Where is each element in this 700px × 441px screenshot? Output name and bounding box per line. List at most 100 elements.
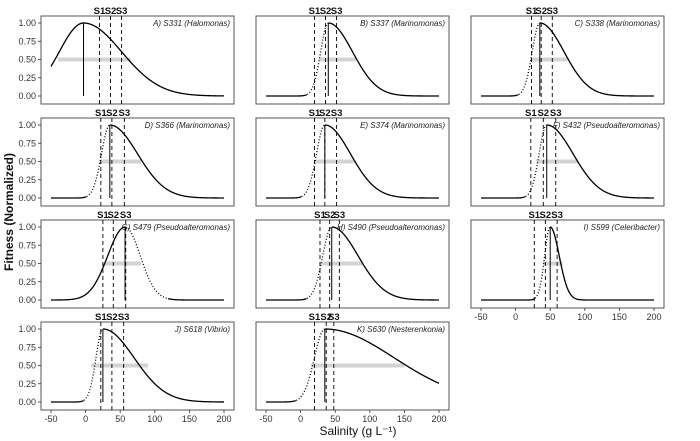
salinity-label-s1: S1 [525,108,537,119]
x-tick-label: 150 [612,312,627,322]
fitness-curve [51,226,126,301]
panel: S1 S2 S3 D) S366 (Marinomonas) 0.00 0.25 0.50 0… [18,108,235,207]
x-tick-label: -50 [44,414,57,424]
fitness-curve [51,399,84,403]
salinity-label-s3: S3 [120,210,132,221]
fitness-curve-extrapolated [518,22,540,95]
salinity-label-s1: S1 [314,210,326,221]
y-tick-label: 0.75 [18,240,36,250]
salinity-label-s1: S1 [94,6,106,17]
salinity-label-s2: S2 [105,6,117,17]
fitness-curve [266,94,308,97]
panel: S1 S2 S3 I) S599 (Celeribacter) -50 0 50 100 150… [470,210,665,322]
fitness-curve-extrapolated [125,226,168,300]
x-tick-label: 150 [182,414,197,424]
fitness-curve [481,94,519,97]
y-tick-label: 1.00 [18,324,36,334]
salinity-label-s2: S2 [537,108,549,119]
salinity-label-s3: S3 [331,6,343,17]
fitness-curve [102,328,224,403]
salinity-label-s3: S3 [551,210,563,221]
x-tick-label: 0 [83,414,88,424]
salinity-label-s2: S2 [320,6,332,17]
salinity-label-s1: S1 [309,6,321,17]
panel: S1 S2 S3 B) S337 (Marinomonas) [255,6,450,105]
fitness-curve [539,22,654,97]
y-tick-label: 0.00 [18,193,36,203]
y-tick-label: 0.75 [18,36,36,46]
panel: S1 S2 S3 A) S331 (Halomonas) 0.00 0.25 0.50 0.7… [18,6,235,105]
y-tick-label: 0.50 [18,157,36,167]
fitness-curve [266,196,302,199]
panel-title: G) S479 (Pseudoalteromonas) [122,223,231,232]
x-tick-label: 100 [147,414,162,424]
panel-title: J) S618 (Vibrio) [174,325,231,334]
panel-title: A) S331 (Halomonas) [152,19,230,28]
y-tick-label: 0.00 [18,295,36,305]
salinity-label-s2: S2 [106,312,118,323]
fitness-curve [109,124,225,199]
salinity-label-s1: S1 [97,210,109,221]
salinity-label-s3: S3 [334,210,346,221]
salinity-label-s1: S1 [309,108,321,119]
y-tick-label: 0.25 [18,175,36,185]
fitness-curve [481,298,535,301]
y-tick-label: 0.50 [18,55,36,65]
panel-title: D) S366 (Marinomonas) [145,121,231,130]
fitness-curve [266,399,296,403]
x-axis-title: Salinity (g L⁻¹) [319,424,396,438]
salinity-label-s3: S3 [331,108,343,119]
x-tick-label: 0 [513,312,518,322]
panel: S1 S2 S3 J) S618 (Vibrio) 0.00 0.25 0.50 0.75 1.… [18,312,235,424]
salinity-label-s3: S3 [328,312,340,323]
salinity-label-s2: S2 [540,210,552,221]
salinity-label-s1: S1 [528,210,540,221]
panel-grid: S1 S2 S3A) S331 (Halomonas)0.000.250.500.7… [18,6,665,424]
fitness-curve [546,124,654,199]
x-tick-label: 100 [577,312,592,322]
y-tick-label: 0.75 [18,342,36,352]
salinity-label-s1: S1 [95,108,107,119]
salinity-label-s2: S2 [319,108,331,119]
fitness-curve [266,297,307,301]
salinity-label-s2: S2 [320,312,332,323]
fitness-curve-extrapolated [295,328,325,402]
panel-title: K) S630 (Nesterenkonia) [357,325,445,334]
panel-frame [40,117,235,207]
y-tick-label: 0.00 [18,397,36,407]
fitness-curve [324,124,439,199]
salinity-label-s2: S2 [107,210,119,221]
panel-title: F) S432 (Pseudoalteromonas) [553,121,661,130]
fitness-curve-extrapolated [86,124,110,198]
y-tick-label: 0.00 [18,91,36,101]
fitness-curve [51,196,87,199]
x-tick-label: 50 [330,414,340,424]
panel-title: I) S599 (Celeribacter) [584,223,661,232]
salinity-label-s3: S3 [550,108,562,119]
fitness-curve-extrapolated [301,124,325,198]
panel-frame [470,219,665,309]
x-tick-label: 150 [397,414,412,424]
salinity-label-s3: S3 [546,6,558,17]
x-tick-label: 200 [646,312,661,322]
fitness-curve [167,297,224,301]
fitness-curve [324,328,440,384]
salinity-label-s1: S1 [95,312,107,323]
salinity-label-s2: S2 [106,108,118,119]
salinity-label-s3: S3 [119,108,131,119]
panel-title: H) S490 (Pseudoalteromonas) [337,223,445,232]
salinity-label-s3: S3 [118,312,130,323]
panel-title: B) S337 (Marinomonas) [360,19,445,28]
salinity-label-s1: S1 [309,312,321,323]
salinity-label-s1: S1 [526,6,538,17]
x-tick-label: -50 [474,312,487,322]
fitness-curve-extrapolated [306,22,329,95]
x-tick-label: 200 [216,414,231,424]
salinity-label-s3: S3 [116,6,128,17]
